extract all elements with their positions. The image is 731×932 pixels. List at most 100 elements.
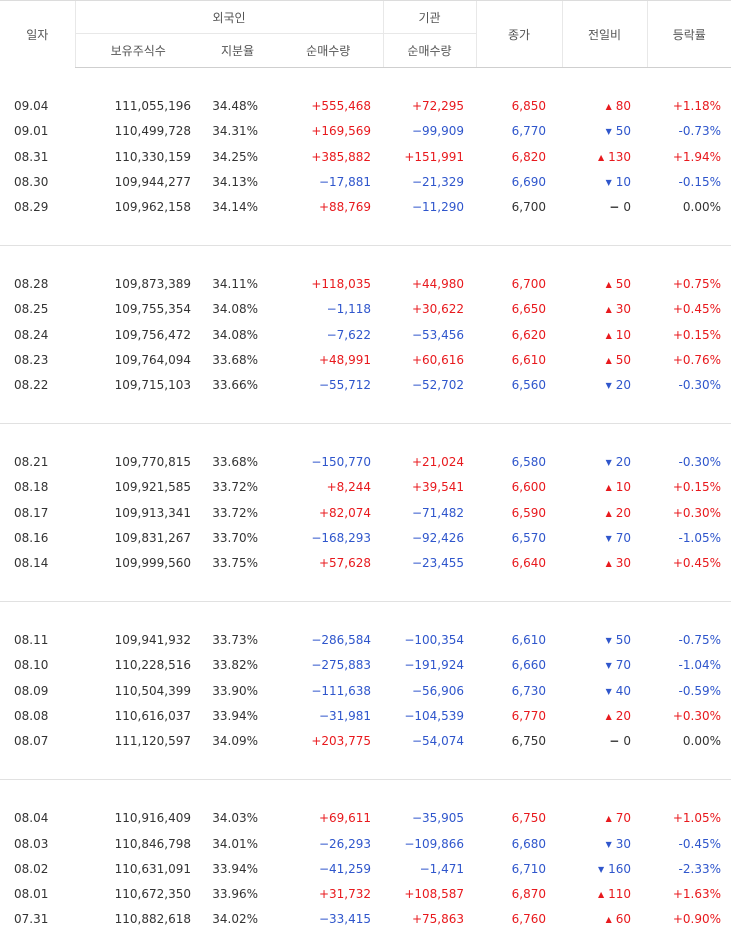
- cell-change-value: 110: [608, 887, 631, 901]
- cell-share: 34.13%: [201, 169, 274, 194]
- cell-institution-net: −11,290: [383, 194, 476, 219]
- cell-rate: -1.05%: [647, 525, 731, 550]
- cell-date: 08.02: [0, 856, 75, 881]
- cell-change-value: 20: [616, 506, 631, 520]
- cell-change-value: 20: [616, 455, 631, 469]
- cell-foreign-net: −150,770: [274, 449, 383, 474]
- cell-change-value: 50: [616, 124, 631, 138]
- cell-change: ▼20: [562, 373, 647, 398]
- cell-share: 34.08%: [201, 297, 274, 322]
- cell-change-value: 70: [616, 811, 631, 825]
- cell-rate: +1.94%: [647, 144, 731, 169]
- header-institution-net: 순매수량: [383, 34, 476, 68]
- cell-foreign-net: −275,883: [274, 653, 383, 678]
- cell-close: 6,590: [476, 500, 562, 525]
- cell-change: ▲110: [562, 882, 647, 907]
- cell-date: 08.03: [0, 831, 75, 856]
- cell-change: ▲ 20: [562, 500, 647, 525]
- cell-institution-net: −191,924: [383, 653, 476, 678]
- up-triangle-icon: ▲: [606, 509, 612, 518]
- cell-close: 6,850: [476, 93, 562, 118]
- down-triangle-icon: ▼: [606, 687, 612, 696]
- cell-date: 08.29: [0, 194, 75, 219]
- cell-change: ▼40: [562, 678, 647, 703]
- cell-change-value: 50: [616, 353, 631, 367]
- cell-close: 6,650: [476, 297, 562, 322]
- cell-date: 08.17: [0, 500, 75, 525]
- up-triangle-icon: ▲: [606, 814, 612, 823]
- cell-institution-net: −54,074: [383, 729, 476, 754]
- cell-close: 6,680: [476, 831, 562, 856]
- down-triangle-icon: ▼: [606, 661, 612, 670]
- cell-holdings: 110,504,399: [75, 678, 201, 703]
- cell-change: ▲ 50: [562, 347, 647, 372]
- cell-holdings: 109,770,815: [75, 449, 201, 474]
- cell-institution-net: −104,539: [383, 703, 476, 728]
- cell-rate: -0.45%: [647, 831, 731, 856]
- cell-foreign-net: −1,118: [274, 297, 383, 322]
- cell-holdings: 110,616,037: [75, 703, 201, 728]
- cell-rate: -0.73%: [647, 119, 731, 144]
- up-triangle-icon: ▲: [606, 331, 612, 340]
- cell-close: 6,770: [476, 703, 562, 728]
- cell-close: 6,870: [476, 882, 562, 907]
- cell-holdings: 109,921,585: [75, 475, 201, 500]
- cell-rate: +1.05%: [647, 806, 731, 831]
- up-triangle-icon: ▲: [606, 356, 612, 365]
- cell-share: 34.48%: [201, 93, 274, 118]
- cell-institution-net: −109,866: [383, 831, 476, 856]
- cell-foreign-net: −286,584: [274, 628, 383, 653]
- cell-change: ▼160: [562, 856, 647, 881]
- cell-holdings: 109,764,094: [75, 347, 201, 372]
- cell-institution-net: −53,456: [383, 322, 476, 347]
- cell-rate: +0.75%: [647, 271, 731, 296]
- cell-institution-net: +44,980: [383, 271, 476, 296]
- cell-holdings: 109,756,472: [75, 322, 201, 347]
- down-triangle-icon: ▼: [606, 458, 612, 467]
- cell-institution-net: +108,587: [383, 882, 476, 907]
- cell-institution-net: −21,329: [383, 169, 476, 194]
- cell-foreign-net: −17,881: [274, 169, 383, 194]
- cell-holdings: 109,944,277: [75, 169, 201, 194]
- down-triangle-icon: ▼: [606, 178, 612, 187]
- cell-change: ▲60: [562, 907, 647, 932]
- cell-change: ▼50: [562, 628, 647, 653]
- cell-holdings: 110,499,728: [75, 119, 201, 144]
- up-triangle-icon: ▲: [606, 102, 612, 111]
- cell-share: 33.90%: [201, 678, 274, 703]
- cell-share: 33.96%: [201, 882, 274, 907]
- cell-foreign-net: −7,622: [274, 322, 383, 347]
- cell-date: 08.25: [0, 297, 75, 322]
- cell-change-value: 70: [616, 531, 631, 545]
- cell-rate: -0.30%: [647, 449, 731, 474]
- cell-date: 08.24: [0, 322, 75, 347]
- up-triangle-icon: ▲: [606, 712, 612, 721]
- cell-close: 6,820: [476, 144, 562, 169]
- cell-close: 6,560: [476, 373, 562, 398]
- cell-close: 6,570: [476, 525, 562, 550]
- cell-date: 08.21: [0, 449, 75, 474]
- up-triangle-icon: ▲: [606, 280, 612, 289]
- cell-close: 6,620: [476, 322, 562, 347]
- cell-share: 33.66%: [201, 373, 274, 398]
- cell-institution-net: +60,616: [383, 347, 476, 372]
- cell-close: 6,690: [476, 169, 562, 194]
- cell-change: ▼10: [562, 169, 647, 194]
- up-triangle-icon: ▲: [606, 305, 612, 314]
- cell-share: 33.82%: [201, 653, 274, 678]
- cell-close: 6,770: [476, 119, 562, 144]
- cell-change: −0: [562, 729, 647, 754]
- cell-change-value: 70: [616, 658, 631, 672]
- cell-change-value: 60: [616, 912, 631, 926]
- down-triangle-icon: ▼: [606, 840, 612, 849]
- cell-foreign-net: −31,981: [274, 703, 383, 728]
